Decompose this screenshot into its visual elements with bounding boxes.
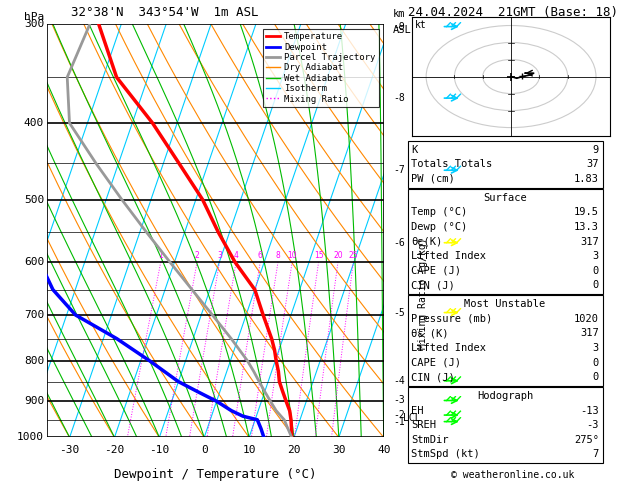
Text: 2: 2 [195,251,199,260]
Text: 3: 3 [217,251,222,260]
Text: -4: -4 [393,376,405,386]
Text: -30: -30 [60,445,80,455]
Text: PW (cm): PW (cm) [411,174,455,184]
Text: 0: 0 [593,372,599,382]
Text: 1000: 1000 [17,433,44,442]
Text: 0: 0 [201,445,208,455]
Text: 900: 900 [24,396,44,406]
Text: -6: -6 [393,238,405,248]
Text: θε (K): θε (K) [411,329,449,338]
Text: 1.83: 1.83 [574,174,599,184]
Text: -7: -7 [393,165,405,175]
Text: CAPE (J): CAPE (J) [411,358,461,367]
Text: km: km [393,9,406,19]
Text: -20: -20 [104,445,125,455]
Text: 37: 37 [586,159,599,169]
Text: 8: 8 [276,251,281,260]
Legend: Temperature, Dewpoint, Parcel Trajectory, Dry Adiabat, Wet Adiabat, Isotherm, Mi: Temperature, Dewpoint, Parcel Trajectory… [262,29,379,107]
Text: 3: 3 [593,251,599,261]
Text: 0: 0 [593,280,599,290]
Text: K: K [411,145,418,155]
Text: -10: -10 [149,445,169,455]
Text: LCL: LCL [403,413,420,423]
Text: 24.04.2024  21GMT (Base: 18): 24.04.2024 21GMT (Base: 18) [408,6,618,19]
Text: 500: 500 [24,194,44,205]
Text: 400: 400 [24,118,44,128]
Text: -3: -3 [586,420,599,430]
Text: StmSpd (kt): StmSpd (kt) [411,450,480,459]
Text: -5: -5 [393,308,405,317]
Text: 30: 30 [332,445,345,455]
Text: 20: 20 [333,251,343,260]
Text: 1: 1 [159,251,163,260]
Text: 275°: 275° [574,435,599,445]
Text: 10: 10 [242,445,256,455]
Text: 10: 10 [287,251,297,260]
Text: -8: -8 [393,93,405,103]
Text: 15: 15 [314,251,323,260]
Text: θε(K): θε(K) [411,237,443,246]
Text: Surface: Surface [483,193,527,203]
Text: © weatheronline.co.uk: © weatheronline.co.uk [451,470,574,480]
Text: 800: 800 [24,356,44,366]
Text: 20: 20 [287,445,301,455]
Text: Dewp (°C): Dewp (°C) [411,222,467,232]
Text: Pressure (mb): Pressure (mb) [411,314,493,324]
Text: 32°38'N  343°54'W  1m ASL: 32°38'N 343°54'W 1m ASL [71,6,259,19]
Text: -9: -9 [393,21,405,32]
Text: ASL: ASL [393,25,412,35]
Text: 7: 7 [593,450,599,459]
Text: -13: -13 [580,406,599,416]
Text: 9: 9 [593,145,599,155]
Text: CIN (J): CIN (J) [411,280,455,290]
Text: hPa: hPa [24,12,44,22]
Text: 3: 3 [593,343,599,353]
Text: Lifted Index: Lifted Index [411,343,486,353]
Text: EH: EH [411,406,424,416]
Text: StmDir: StmDir [411,435,449,445]
Text: 6: 6 [258,251,263,260]
Text: kt: kt [415,20,426,31]
Text: CIN (J): CIN (J) [411,372,455,382]
Text: 13.3: 13.3 [574,222,599,232]
Text: CAPE (J): CAPE (J) [411,266,461,276]
Text: Temp (°C): Temp (°C) [411,208,467,217]
Text: Mixing Ratio (g/kg): Mixing Ratio (g/kg) [418,237,428,348]
Text: 0: 0 [593,266,599,276]
Text: 317: 317 [580,237,599,246]
Text: 317: 317 [580,329,599,338]
Text: 40: 40 [377,445,391,455]
Text: Dewpoint / Temperature (°C): Dewpoint / Temperature (°C) [114,468,316,481]
Text: 300: 300 [24,19,44,29]
Text: Totals Totals: Totals Totals [411,159,493,169]
Text: 700: 700 [24,310,44,320]
Text: 600: 600 [24,257,44,267]
Text: -3: -3 [393,396,405,405]
Text: 4: 4 [233,251,238,260]
Text: 25: 25 [348,251,358,260]
Text: Lifted Index: Lifted Index [411,251,486,261]
Text: SREH: SREH [411,420,437,430]
Text: -1: -1 [393,417,405,427]
Text: 0: 0 [593,358,599,367]
Text: -2: -2 [393,410,405,420]
Text: 1020: 1020 [574,314,599,324]
Text: Hodograph: Hodograph [477,391,533,401]
Text: Most Unstable: Most Unstable [464,299,546,309]
Text: 19.5: 19.5 [574,208,599,217]
